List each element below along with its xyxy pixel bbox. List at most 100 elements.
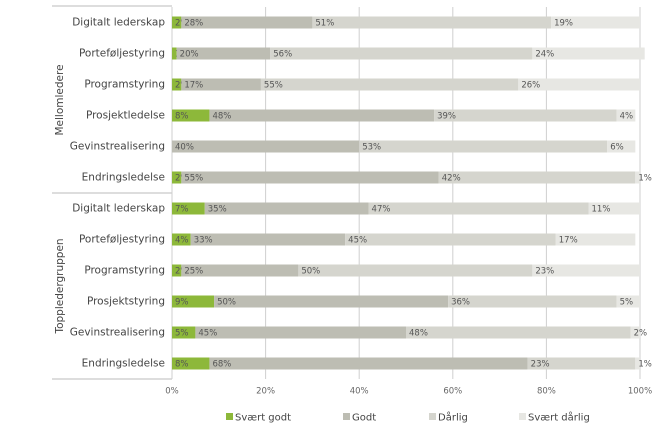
data-label: 47% xyxy=(372,205,391,215)
legend-label: Dårlig xyxy=(438,411,468,424)
bar-segment xyxy=(176,47,271,60)
legend-swatch xyxy=(429,413,436,420)
legend-swatch xyxy=(226,413,233,420)
bar-segment xyxy=(172,295,215,308)
bar-segment xyxy=(616,295,640,308)
bar-segment xyxy=(527,357,636,370)
data-label: 11% xyxy=(592,205,611,215)
data-label: 8% xyxy=(175,360,189,370)
data-label: 19% xyxy=(554,19,573,29)
bar-segment xyxy=(172,202,205,215)
bar-segment xyxy=(172,264,182,277)
data-label: 50% xyxy=(301,267,320,277)
bar-segment xyxy=(260,78,519,91)
group-label: Mellomledere xyxy=(54,64,66,135)
y-tick-label: Prosjektstyring xyxy=(87,296,165,308)
data-label: 48% xyxy=(212,112,231,122)
legend-label: Svært dårlig xyxy=(528,411,590,424)
data-label: 68% xyxy=(212,360,231,370)
data-label: 55% xyxy=(264,81,283,91)
legend-label: Svært godt xyxy=(235,413,291,424)
x-tick-label: 0% xyxy=(165,387,179,397)
legend-swatch xyxy=(343,413,350,420)
bar-segment xyxy=(181,171,439,184)
bar-segment xyxy=(172,47,177,60)
bar-segment xyxy=(438,171,636,184)
data-label: 1% xyxy=(638,174,652,184)
data-label: 20% xyxy=(180,50,199,60)
data-label: 50% xyxy=(217,298,236,308)
data-label: 24% xyxy=(535,50,554,60)
data-label: 28% xyxy=(184,19,203,29)
bar-segment xyxy=(532,47,645,60)
bar-segment xyxy=(172,326,196,339)
data-label: 42% xyxy=(442,174,461,184)
bar-segment xyxy=(209,109,435,122)
bar-segment xyxy=(406,326,631,339)
data-label: 4% xyxy=(620,112,634,122)
bar-segment xyxy=(181,264,299,277)
bar-segment xyxy=(181,78,261,91)
bar-segment xyxy=(209,357,528,370)
bar-segment xyxy=(635,357,640,370)
y-tick-label: Endringsledelse xyxy=(82,172,165,184)
bar-segment xyxy=(518,78,640,91)
data-label: 17% xyxy=(184,81,203,91)
x-tick-label: 20% xyxy=(256,387,275,397)
y-tick-label: Gevinstrealisering xyxy=(70,141,165,153)
y-tick-label: Endringsledelse xyxy=(82,358,165,370)
x-tick-label: 100% xyxy=(628,387,652,397)
data-label: 6% xyxy=(610,143,624,153)
data-label: 45% xyxy=(198,329,217,339)
data-label: 23% xyxy=(531,360,550,370)
data-label: 8% xyxy=(175,112,189,122)
legend-swatch xyxy=(519,413,526,420)
bar-segment xyxy=(555,233,636,246)
bar-segment xyxy=(635,171,640,184)
bar-segment xyxy=(172,233,191,246)
y-tick-label: Programstyring xyxy=(84,79,165,91)
bar-segment xyxy=(345,233,556,246)
data-label: 35% xyxy=(208,205,227,215)
bar-segment xyxy=(630,326,640,339)
bar-segment xyxy=(172,357,210,370)
bar-segment xyxy=(434,109,617,122)
bar-segment xyxy=(195,326,406,339)
data-label: 2% xyxy=(634,329,648,339)
data-label: 40% xyxy=(175,143,194,153)
bar-segment xyxy=(204,202,369,215)
data-label: 48% xyxy=(409,329,428,339)
bar-segment xyxy=(172,109,210,122)
y-tick-label: Gevinstrealisering xyxy=(70,327,165,339)
y-tick-label: Porteføljestyring xyxy=(79,234,165,246)
data-label: 7% xyxy=(175,205,189,215)
y-tick-label: Digitalt lederskap xyxy=(72,17,165,29)
data-label: 9% xyxy=(175,298,189,308)
bar-segment xyxy=(172,171,182,184)
data-label: 45% xyxy=(348,236,367,246)
bar-segment xyxy=(181,16,313,29)
data-label: 39% xyxy=(437,112,456,122)
data-label: 5% xyxy=(175,329,189,339)
bar-segment xyxy=(298,264,533,277)
bar-segment xyxy=(616,109,636,122)
bar-segment xyxy=(270,47,533,60)
bar-segment xyxy=(214,295,449,308)
data-label: 1% xyxy=(638,360,652,370)
data-label: 5% xyxy=(620,298,634,308)
bar-segment xyxy=(551,16,640,29)
bar-segment xyxy=(172,140,360,153)
y-tick-label: Porteføljestyring xyxy=(79,48,165,60)
data-label: 26% xyxy=(521,81,540,91)
x-tick-label: 40% xyxy=(350,387,369,397)
data-label: 53% xyxy=(362,143,381,153)
data-label: 36% xyxy=(451,298,470,308)
bar-segment xyxy=(607,140,636,153)
bar-segment xyxy=(172,16,182,29)
bar-segment xyxy=(359,140,608,153)
bar-segment xyxy=(312,16,552,29)
data-label: 56% xyxy=(273,50,292,60)
data-label: 25% xyxy=(184,267,203,277)
data-label: 55% xyxy=(184,174,203,184)
